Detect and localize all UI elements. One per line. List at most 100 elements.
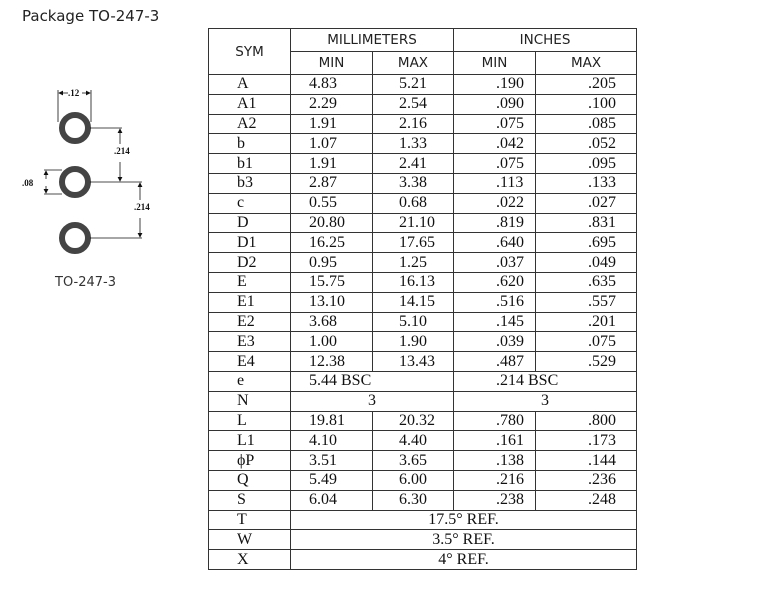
mm-min-cell: 0.95 bbox=[290, 252, 373, 273]
in-max-cell: .205 bbox=[534, 74, 638, 95]
table-row: A2 1.91 2.16.075.085 bbox=[208, 113, 638, 135]
mm-min-cell: 5.49 bbox=[290, 469, 373, 491]
mm-max-cell: 5.21 bbox=[372, 74, 454, 95]
mm-max-cell: 16.13 bbox=[372, 271, 454, 293]
header-mm-max: MAX bbox=[372, 51, 454, 75]
symbol-cell: E2 bbox=[208, 311, 291, 333]
symbol-cell: A1 bbox=[208, 93, 291, 115]
mm-max-cell: 2.41 bbox=[372, 153, 454, 174]
symbol-cell: e bbox=[208, 370, 291, 392]
symbol-cell: D bbox=[208, 212, 291, 234]
in-max-cell: .173 bbox=[534, 430, 638, 452]
mm-min-cell: 4.83 bbox=[290, 74, 373, 95]
dim-hole-label: .08 bbox=[22, 178, 34, 188]
in-value-cell: 3 bbox=[452, 390, 638, 412]
table-row: E4 12.38 13.43.487.529 bbox=[208, 351, 638, 372]
in-max-cell: .085 bbox=[534, 113, 638, 135]
header-inches: INCHES bbox=[452, 28, 638, 52]
table-row: ϕP 3.51 3.65.138.144 bbox=[208, 450, 638, 471]
mm-min-cell: 1.00 bbox=[290, 331, 373, 353]
in-min-cell: .075 bbox=[453, 153, 536, 174]
in-min-cell: .238 bbox=[453, 489, 536, 511]
in-min-cell: .042 bbox=[453, 133, 536, 155]
mm-min-cell: 12.38 bbox=[290, 351, 373, 372]
table-row: T 17.5° REF. bbox=[208, 509, 638, 531]
symbol-cell: D1 bbox=[208, 232, 291, 254]
in-max-cell: .095 bbox=[534, 153, 638, 174]
mm-min-cell: 1.91 bbox=[290, 153, 373, 174]
symbol-cell: L bbox=[208, 410, 291, 432]
mm-value-cell: 5.44 BSC bbox=[290, 370, 454, 392]
in-min-cell: .516 bbox=[453, 291, 536, 313]
mm-max-cell: 5.10 bbox=[372, 311, 454, 333]
symbol-cell: b bbox=[208, 133, 291, 155]
symbol-cell: L1 bbox=[208, 430, 291, 452]
table-row: c 0.55 0.68.022.027 bbox=[208, 192, 638, 214]
in-max-cell: .529 bbox=[534, 351, 638, 372]
table-row: A 4.83 5.21.190.205 bbox=[208, 74, 638, 95]
symbol-cell: b1 bbox=[208, 153, 291, 174]
symbol-cell: W bbox=[208, 529, 291, 551]
in-max-cell: .236 bbox=[534, 469, 638, 491]
table-row: D1 16.25 17.65.640.695 bbox=[208, 232, 638, 254]
symbol-cell: A2 bbox=[208, 113, 291, 135]
table-row: b 1.07 1.33.042.052 bbox=[208, 133, 638, 155]
dim-pitch-1-label: .214 bbox=[114, 146, 130, 156]
mm-max-cell: 2.54 bbox=[372, 93, 454, 115]
table-row: W 3.5° REF. bbox=[208, 529, 638, 551]
mm-min-cell: 20.80 bbox=[290, 212, 373, 234]
in-min-cell: .037 bbox=[453, 252, 536, 273]
mm-min-cell: 1.07 bbox=[290, 133, 373, 155]
in-max-cell: .248 bbox=[534, 489, 638, 511]
mm-max-cell: 1.25 bbox=[372, 252, 454, 273]
in-min-cell: .039 bbox=[453, 331, 536, 353]
in-min-cell: .113 bbox=[453, 172, 536, 194]
header-sym: SYM bbox=[208, 28, 291, 75]
symbol-cell: N bbox=[208, 390, 291, 412]
mm-max-cell: 17.65 bbox=[372, 232, 454, 254]
table-row: D 20.80 21.10.819.831 bbox=[208, 212, 638, 234]
mm-min-cell: 2.29 bbox=[290, 93, 373, 115]
mm-max-cell: 3.38 bbox=[372, 172, 454, 194]
in-min-cell: .487 bbox=[453, 351, 536, 372]
in-min-cell: .190 bbox=[453, 74, 536, 95]
in-max-cell: .557 bbox=[534, 291, 638, 313]
table-row: E 15.75 16.13.620.635 bbox=[208, 271, 638, 293]
mm-max-cell: 13.43 bbox=[372, 351, 454, 372]
header-in-min: MIN bbox=[453, 51, 536, 75]
mm-max-cell: 14.15 bbox=[372, 291, 454, 313]
table-row: L1 4.10 4.40.161.173 bbox=[208, 430, 638, 452]
table-row: A1 2.29 2.54.090.100 bbox=[208, 93, 638, 115]
dimension-table: SYM MILLIMETERS INCHES MIN MAX MIN MAX A… bbox=[208, 28, 638, 570]
in-value-cell: .214 BSC bbox=[452, 370, 638, 392]
symbol-cell: E1 bbox=[208, 291, 291, 313]
in-max-cell: .049 bbox=[534, 252, 638, 273]
mm-max-cell: 1.90 bbox=[372, 331, 454, 353]
symbol-cell: Q bbox=[208, 469, 291, 491]
mm-min-cell: 0.55 bbox=[290, 192, 373, 214]
in-min-cell: .620 bbox=[453, 271, 536, 293]
in-max-cell: .144 bbox=[534, 450, 638, 471]
in-min-cell: .780 bbox=[453, 410, 536, 432]
mm-min-cell: 6.04 bbox=[290, 489, 373, 511]
table-row: X 4° REF. bbox=[208, 549, 638, 570]
mm-max-cell: 20.32 bbox=[372, 410, 454, 432]
in-min-cell: .640 bbox=[453, 232, 536, 254]
symbol-cell: c bbox=[208, 192, 291, 214]
table-row: D2 0.95 1.25.037.049 bbox=[208, 252, 638, 273]
symbol-cell: S bbox=[208, 489, 291, 511]
reference-value-cell: 17.5° REF. bbox=[289, 509, 638, 531]
table-row: S 6.04 6.30.238.248 bbox=[208, 489, 638, 511]
in-max-cell: .800 bbox=[534, 410, 638, 432]
reference-value-cell: 4° REF. bbox=[289, 549, 638, 570]
mm-min-cell: 1.91 bbox=[290, 113, 373, 135]
dim-width-label: .12 bbox=[68, 88, 80, 98]
in-min-cell: .090 bbox=[453, 93, 536, 115]
symbol-cell: E3 bbox=[208, 331, 291, 353]
in-min-cell: .145 bbox=[453, 311, 536, 333]
reference-value-cell: 3.5° REF. bbox=[289, 529, 638, 551]
page-title: Package TO-247-3 bbox=[22, 7, 160, 25]
mm-min-cell: 19.81 bbox=[290, 410, 373, 432]
mm-max-cell: 1.33 bbox=[372, 133, 454, 155]
